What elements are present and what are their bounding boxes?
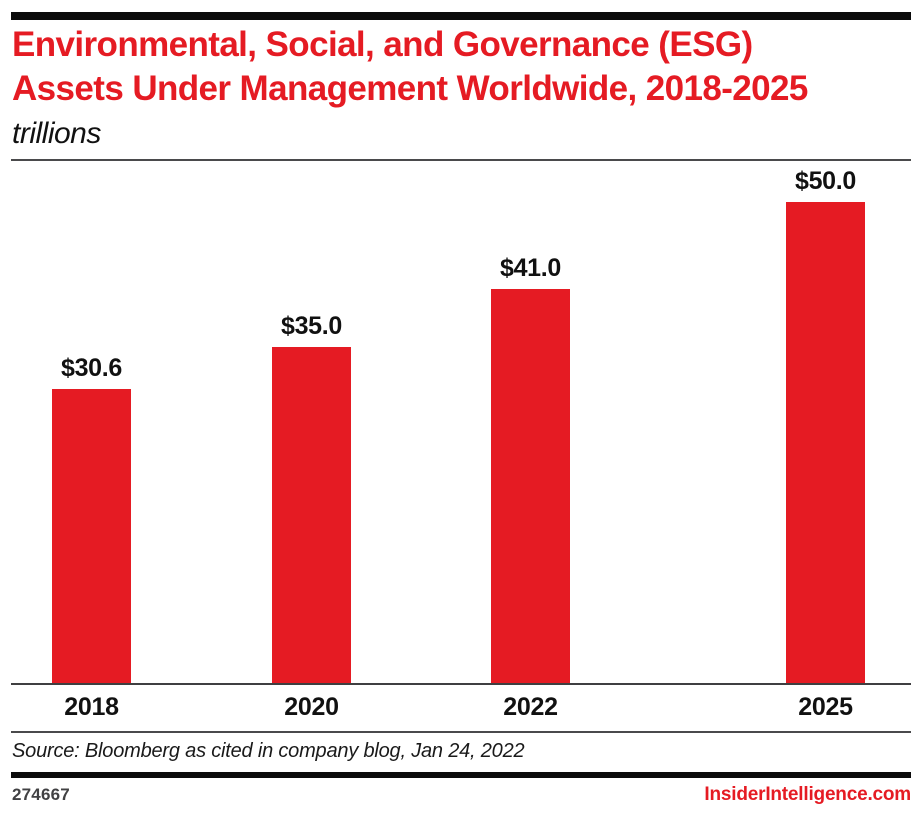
footer: 274667 InsiderIntelligence.com <box>11 778 911 806</box>
bar-2025 <box>786 202 865 684</box>
source-citation: Source: Bloomberg as cited in company bl… <box>12 740 525 762</box>
bottom-divider-bar <box>11 772 911 778</box>
x-axis-line <box>11 683 911 685</box>
bar-group-2022: $41.0 <box>471 254 591 684</box>
bar-group-2020: $35.0 <box>252 312 372 684</box>
plot-area: $30.6 $35.0 $41.0 $50.0 <box>11 161 911 685</box>
x-tick-2025: 2025 <box>798 693 853 721</box>
bar-2020 <box>272 347 351 684</box>
bar-value-label-2018: $30.6 <box>60 354 123 382</box>
insider-intelligence-site-label: InsiderIntelligence.com <box>704 784 911 805</box>
bar-group-2025: $50.0 <box>766 167 886 684</box>
chart-title-line1: Environmental, Social, and Governance (E… <box>12 25 753 64</box>
bar-value-label-2025: $50.0 <box>794 167 857 195</box>
chart-page: Environmental, Social, and Governance (E… <box>0 12 922 806</box>
bar-group-2018: $30.6 <box>32 354 152 684</box>
bar-value-label-2022: $41.0 <box>499 254 562 282</box>
header-divider-rule <box>11 159 911 161</box>
chart-units-subtitle: trillions <box>12 117 101 150</box>
x-tick-2020: 2020 <box>284 693 339 721</box>
chart-title-line2: Assets Under Management Worldwide, 2018-… <box>12 69 808 108</box>
x-tick-2018: 2018 <box>64 693 119 721</box>
chart-id: 274667 <box>12 785 70 804</box>
source-divider-rule <box>11 731 911 733</box>
chart-title: Environmental, Social, and Governance (E… <box>12 23 911 111</box>
x-axis-labels: 2018 2020 2022 2025 <box>11 685 911 725</box>
bar-2022 <box>491 289 570 684</box>
bar-2018 <box>52 389 131 684</box>
x-tick-2022: 2022 <box>503 693 558 721</box>
bar-value-label-2020: $35.0 <box>280 312 343 340</box>
top-divider-bar <box>11 12 911 20</box>
